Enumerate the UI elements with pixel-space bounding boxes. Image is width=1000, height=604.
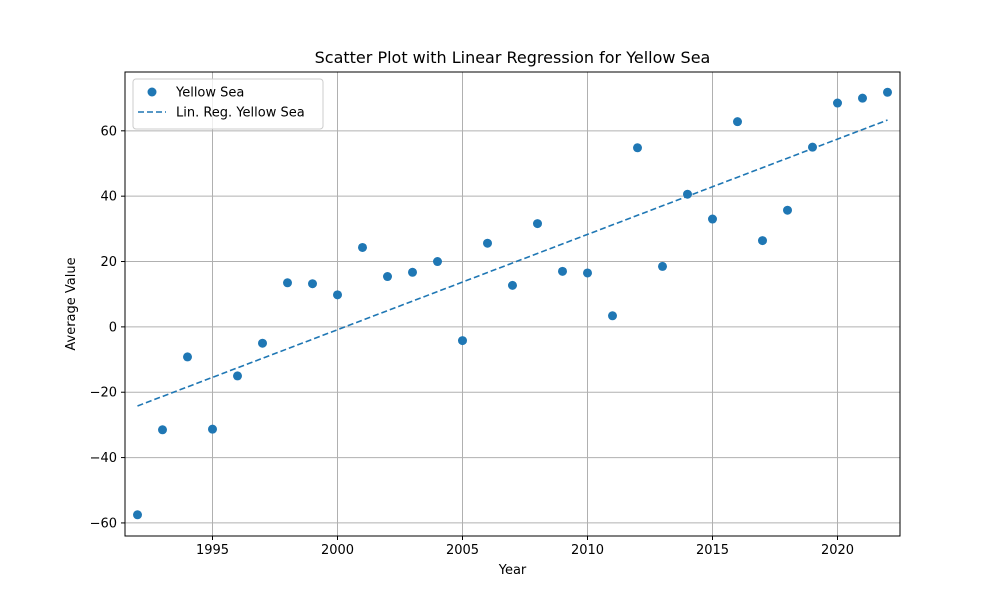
data-point <box>533 219 542 229</box>
y-tick-label: −40 <box>90 451 117 466</box>
data-point <box>833 98 842 108</box>
data-points <box>133 87 892 520</box>
data-point <box>783 205 792 215</box>
data-point <box>858 93 867 103</box>
legend-label-regression: Lin. Reg. Yellow Sea <box>176 106 305 121</box>
data-point <box>133 510 142 520</box>
data-point <box>508 280 517 290</box>
x-tick-label: 2020 <box>821 543 854 558</box>
data-point <box>308 279 317 289</box>
grid-lines <box>125 72 900 536</box>
y-tick-label: −20 <box>90 386 117 401</box>
y-tick-label: 40 <box>100 190 117 205</box>
regression-layer <box>137 119 888 407</box>
data-point <box>708 214 717 224</box>
data-point <box>633 143 642 153</box>
chart-title: Scatter Plot with Linear Regression for … <box>315 48 711 67</box>
x-axis-label: Year <box>498 563 527 578</box>
data-point <box>658 261 667 271</box>
x-tick-label: 2005 <box>446 543 479 558</box>
data-point <box>458 336 467 346</box>
data-point <box>558 266 567 276</box>
x-tick-label: 2015 <box>696 543 729 558</box>
legend: Yellow Sea Lin. Reg. Yellow Sea <box>132 78 324 130</box>
regression-line <box>137 119 888 407</box>
data-point <box>733 117 742 127</box>
data-point <box>383 272 392 282</box>
data-point <box>883 87 892 97</box>
data-point <box>258 338 267 348</box>
legend-label-scatter: Yellow Sea <box>175 86 244 101</box>
x-tick-label: 1995 <box>196 543 229 558</box>
legend-box <box>132 78 324 130</box>
data-point <box>483 238 492 248</box>
legend-scatter-marker <box>147 87 157 97</box>
y-tick-label: 60 <box>100 124 117 139</box>
data-point <box>283 278 292 288</box>
y-tick-label: −60 <box>90 516 117 531</box>
x-tick-label: 2010 <box>571 543 604 558</box>
data-point <box>583 268 592 278</box>
data-point <box>233 371 242 381</box>
plot-frame <box>124 71 901 537</box>
y-axis-ticks: −60 −40 −20 0 20 40 60 <box>90 124 125 531</box>
y-tick-label: 0 <box>109 320 117 335</box>
data-point <box>758 236 767 246</box>
data-point <box>158 425 167 435</box>
data-point <box>333 290 342 300</box>
x-axis-ticks: 1995 2000 2005 2010 2015 2020 <box>196 536 854 558</box>
data-point <box>683 189 692 199</box>
data-point <box>608 311 617 321</box>
data-point <box>358 242 367 252</box>
data-point <box>183 352 192 362</box>
y-tick-label: 20 <box>100 255 117 270</box>
data-point <box>808 142 817 152</box>
data-point <box>408 267 417 277</box>
x-tick-label: 2000 <box>321 543 354 558</box>
data-point <box>208 424 217 434</box>
data-point <box>433 257 442 267</box>
y-axis-label: Average Value <box>64 257 79 350</box>
